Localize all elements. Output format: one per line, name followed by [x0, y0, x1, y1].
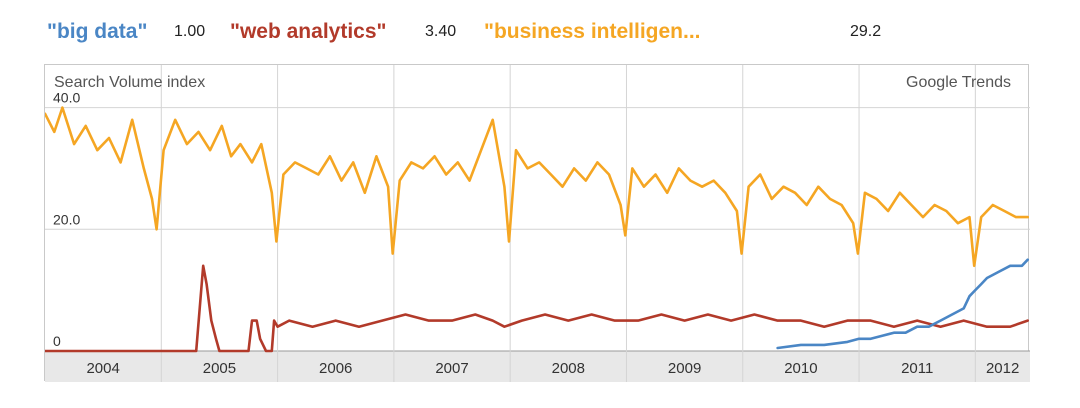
- legend-term-big-data[interactable]: "big data": [47, 20, 148, 43]
- brand-label: Google Trends: [906, 74, 1011, 91]
- legend-average-big-data: 1.00: [174, 23, 206, 40]
- x-tick-label: 2005: [203, 360, 236, 377]
- chart-frame: 2004 2005 2006 2007 2008 2009 2010 2011 2012 0 20.…: [44, 64, 1030, 382]
- x-tick-label: 2006: [319, 360, 352, 377]
- legend-average-web-analytics: 3.40: [425, 23, 457, 40]
- x-tick-label: 2010: [784, 360, 817, 377]
- x-axis-band: [45, 351, 1030, 382]
- series-line-0: [45, 106, 1030, 268]
- x-tick-label: 2007: [435, 360, 468, 377]
- legend-term-web-analytics[interactable]: "web analytics": [230, 20, 387, 43]
- y-tick-label: 0: [53, 333, 61, 349]
- series-line-2: [776, 258, 1030, 350]
- x-tick-label: 2012: [986, 360, 1019, 377]
- trend-chart: 2004 2005 2006 2007 2008 2009 2010 2011 2012 0 20.…: [45, 65, 1030, 382]
- y-axis-label: Search Volume index: [54, 74, 206, 91]
- x-tick-label: 2011: [901, 360, 933, 377]
- x-tick-label: 2008: [552, 360, 585, 377]
- legend-average-business-intelligence: 29.2: [850, 23, 882, 40]
- x-tick-label: 2004: [86, 360, 119, 377]
- legend-term-business-intelligence[interactable]: "business intelligen...: [484, 20, 701, 43]
- series-line-1: [45, 264, 1030, 353]
- y-tick-label: 40.0: [53, 90, 80, 106]
- legend: "big data" 1.00 "web analytics" 3.40 "bu…: [0, 0, 1080, 62]
- y-tick-label: 20.0: [53, 211, 80, 227]
- x-tick-label: 2009: [668, 360, 701, 377]
